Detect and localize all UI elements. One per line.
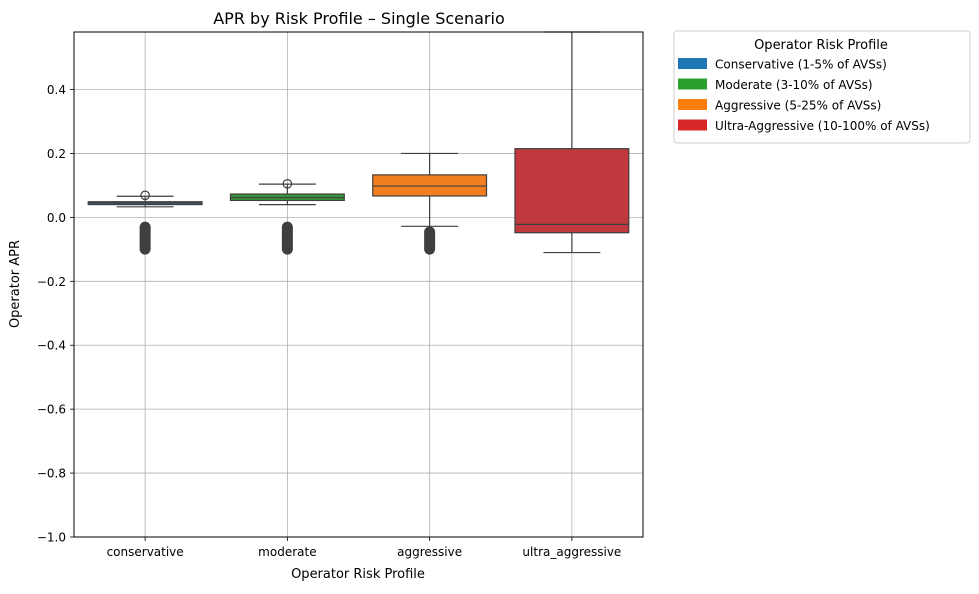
outlier-point [282, 179, 293, 189]
outlier-point [140, 190, 150, 201]
box-conservative [87, 190, 203, 255]
legend-swatch [678, 78, 707, 90]
y-tick-label: −1.0 [37, 531, 66, 545]
box-aggressive [372, 152, 488, 255]
legend-label: Aggressive (5-25% of AVSs) [715, 99, 881, 113]
y-tick-label: −0.6 [37, 403, 66, 417]
box-moderate [229, 179, 345, 255]
box-layer [87, 31, 630, 255]
legend: Operator Risk Profile Conservative (1-5%… [673, 30, 971, 144]
legend-swatch [678, 119, 707, 131]
box-ultra_aggressive [514, 31, 630, 254]
x-tick-label: conservative [107, 545, 184, 559]
y-tick-label: 0.2 [47, 147, 66, 161]
x-tick-label: moderate [258, 545, 316, 559]
y-tick-label: 0.0 [47, 211, 66, 225]
y-tick-label: −0.4 [37, 339, 66, 353]
y-tick-label: 0.4 [47, 83, 66, 97]
legend-entries: Conservative (1-5% of AVSs) Moderate (3-1… [678, 58, 930, 133]
outlier-band [139, 221, 151, 255]
plot-frame [73, 31, 644, 538]
chart-title: APR by Risk Profile – Single Scenario [213, 9, 505, 28]
box-body [372, 174, 488, 197]
y-tick-label: −0.2 [37, 275, 66, 289]
grid-layer [74, 32, 643, 538]
y-axis-label: Operator APR [8, 240, 23, 328]
x-tick-layer: conservative moderate aggressive ultra_aggr… [107, 537, 621, 559]
legend-label: Ultra-Aggressive (10-100% of AVSs) [715, 119, 930, 133]
legend-swatch [678, 58, 707, 69]
legend-title: Operator Risk Profile [754, 38, 888, 53]
x-axis-label: Operator Risk Profile [291, 567, 425, 582]
legend-frame [673, 30, 971, 144]
y-tick-layer: −1.0 −0.8 −0.6 −0.4 −0.2 0.0 0.2 0.4 [37, 83, 74, 545]
legend-swatch [678, 99, 707, 110]
legend-label: Moderate (3-10% of AVSs) [715, 78, 873, 92]
x-tick-label: aggressive [397, 545, 462, 559]
x-tick-label: ultra_aggressive [522, 545, 621, 559]
box-body [514, 148, 630, 234]
outlier-band [281, 221, 293, 255]
legend-label: Conservative (1-5% of AVSs) [715, 58, 887, 72]
outlier-band [424, 226, 436, 255]
y-tick-label: −0.8 [37, 467, 66, 481]
